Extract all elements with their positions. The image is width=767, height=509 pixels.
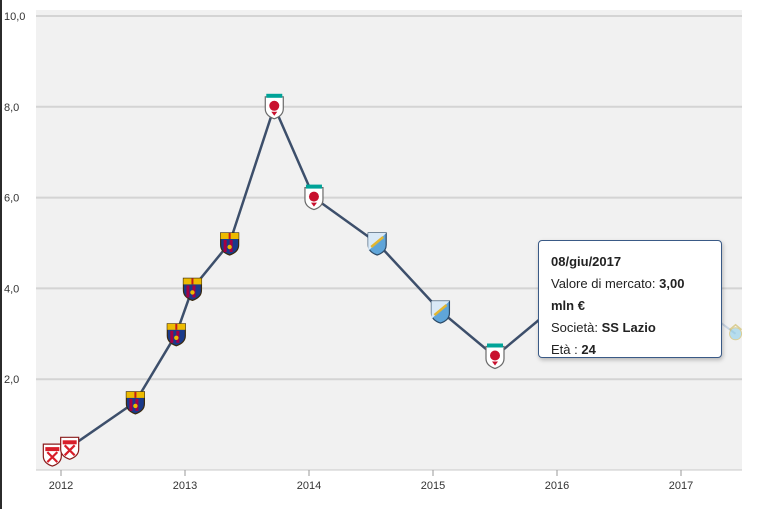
y-tick-label: 6,0 xyxy=(4,193,19,205)
tooltip-club-row: Società: SS Lazio xyxy=(551,317,709,339)
tooltip-value-label: Valore di mercato: xyxy=(551,276,660,291)
tooltip-value: 3,00 mln € xyxy=(551,276,685,313)
data-point-marker-barcelona-crest-icon[interactable] xyxy=(220,232,240,256)
grid-layer xyxy=(36,15,742,381)
data-point-marker-barcelona-crest-icon[interactable] xyxy=(182,277,203,302)
data-point-marker-liverpool-crest-icon[interactable] xyxy=(264,93,284,120)
y-axis: 10,0 8,0 6,0 4,0 2,0 xyxy=(4,11,25,386)
y-tick-label: 2,0 xyxy=(4,374,19,386)
chart-left-border xyxy=(0,0,2,509)
x-tick-label: 2015 xyxy=(421,480,445,492)
data-point-marker-lazio-crest-icon[interactable] xyxy=(729,323,743,341)
tooltip-club: SS Lazio xyxy=(601,320,656,335)
data-point-marker-malaga-crest-icon[interactable] xyxy=(367,232,387,256)
series-markers xyxy=(42,93,743,467)
tooltip-club-label: Società: xyxy=(551,320,602,335)
data-point-marker-malaga-crest-icon[interactable] xyxy=(430,300,451,324)
y-tick-label: 4,0 xyxy=(4,283,19,295)
y-tick-label: 10,0 xyxy=(4,11,25,23)
x-tick-label: 2016 xyxy=(545,480,569,492)
x-tick-label: 2013 xyxy=(173,480,197,492)
data-point-tooltip: 08/giu/2017 Valore di mercato: 3,00 mln … xyxy=(538,240,722,358)
tooltip-age: 24 xyxy=(581,342,596,357)
x-axis: 2012 2013 2014 2015 2016 2017 xyxy=(36,469,742,492)
data-point-marker-barcelona-crest-icon[interactable] xyxy=(166,323,186,347)
data-point-marker-liverpool-crest-icon[interactable] xyxy=(485,343,505,370)
data-point-marker-liverpool-crest-icon[interactable] xyxy=(304,184,324,211)
x-tick-label: 2012 xyxy=(49,480,73,492)
x-tick-label: 2017 xyxy=(669,480,693,492)
tooltip-age-row: Età : 24 xyxy=(551,339,709,361)
y-tick-label: 8,0 xyxy=(4,102,19,114)
x-tick-label: 2014 xyxy=(297,480,321,492)
data-point-marker-sevilla-crest-icon[interactable] xyxy=(60,436,80,460)
data-point-marker-sevilla-crest-icon[interactable] xyxy=(42,443,62,467)
tooltip-date: 08/giu/2017 xyxy=(551,254,622,269)
data-point-marker-barcelona-crest-icon[interactable] xyxy=(125,391,145,415)
tooltip-age-label: Età : xyxy=(551,342,582,357)
tooltip-value-row: Valore di mercato: 3,00 mln € xyxy=(551,273,709,317)
